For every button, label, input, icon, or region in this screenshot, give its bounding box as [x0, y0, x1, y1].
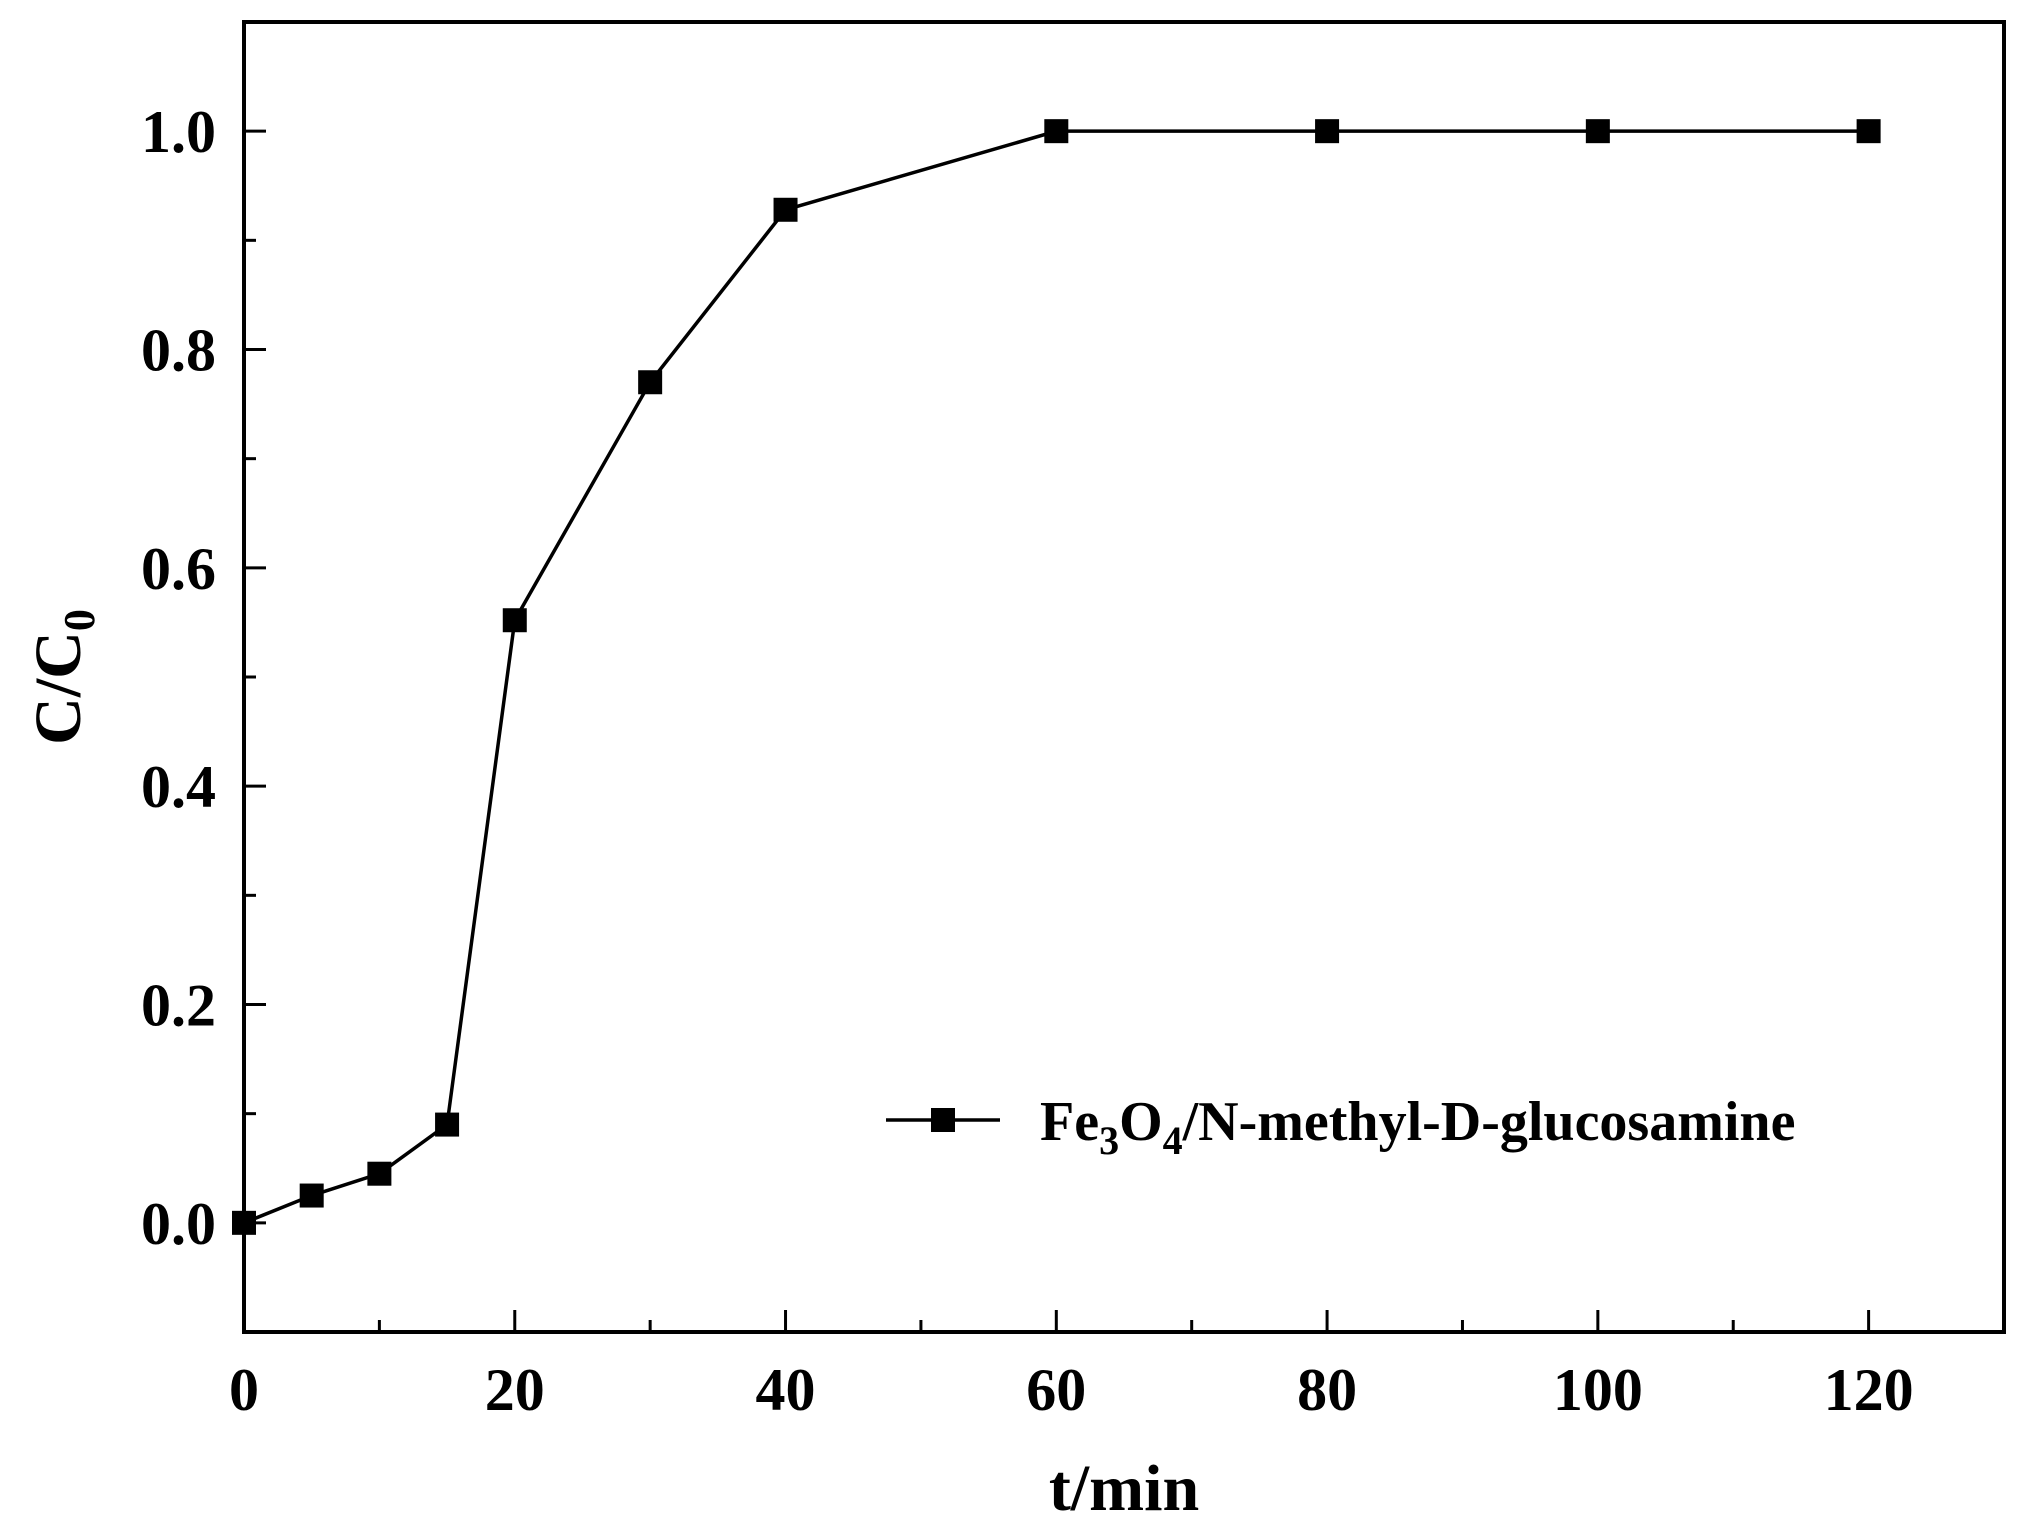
legend-label-text: O	[1119, 1091, 1163, 1153]
data-point-marker	[232, 1210, 256, 1235]
data-point-marker	[435, 1112, 460, 1137]
data-point-marker	[638, 370, 663, 395]
x-tick-label: 120	[1824, 1357, 1914, 1423]
legend: Fe3O4/N-methyl-D-glucosamine	[886, 1091, 1795, 1163]
legend-label-subscript: 4	[1163, 1118, 1183, 1163]
data-series	[232, 119, 1881, 1235]
data-point-marker	[1856, 119, 1881, 144]
x-tick-label: 60	[1026, 1357, 1086, 1423]
y-axis-title-main: C/C	[22, 631, 95, 745]
x-tick-label: 40	[756, 1357, 816, 1423]
y-tick-label: 0.4	[141, 754, 216, 820]
legend-label: Fe3O4/N-methyl-D-glucosamine	[1040, 1091, 1795, 1163]
data-point-marker	[367, 1161, 392, 1186]
data-point-marker	[1585, 119, 1610, 144]
legend-label-text: /N-methyl-D-glucosamine	[1182, 1091, 1796, 1153]
axis-tick-labels: 0 20 40 60 80 100 120 0.0 0.2 0.4 0.6 0.8 1.0	[141, 99, 1914, 1423]
y-tick-label: 0.8	[141, 318, 216, 384]
x-tick-label: 80	[1297, 1357, 1357, 1423]
y-axis-title-subscript: 0	[55, 609, 104, 631]
axis-ticks	[242, 129, 1871, 1332]
data-point-marker	[1315, 119, 1340, 144]
data-point-marker	[773, 197, 798, 222]
y-tick-label: 0.0	[141, 1191, 216, 1257]
legend-marker	[931, 1108, 955, 1132]
data-point-marker	[502, 608, 527, 633]
legend-label-subscript: 3	[1099, 1118, 1119, 1163]
series-line	[243, 129, 1869, 1225]
data-point-marker	[1044, 119, 1069, 144]
y-axis-title: C/C0	[22, 609, 104, 745]
x-axis-title: t/min	[1049, 1452, 1199, 1525]
x-tick-label: 0	[229, 1357, 259, 1423]
y-tick-label: 1.0	[141, 99, 216, 165]
legend-label-text: Fe	[1040, 1091, 1099, 1153]
x-tick-label: 100	[1553, 1357, 1643, 1423]
y-tick-label: 0.6	[141, 536, 216, 602]
x-tick-label: 20	[485, 1357, 545, 1423]
data-point-marker	[299, 1183, 324, 1208]
y-tick-label: 0.2	[141, 973, 216, 1039]
